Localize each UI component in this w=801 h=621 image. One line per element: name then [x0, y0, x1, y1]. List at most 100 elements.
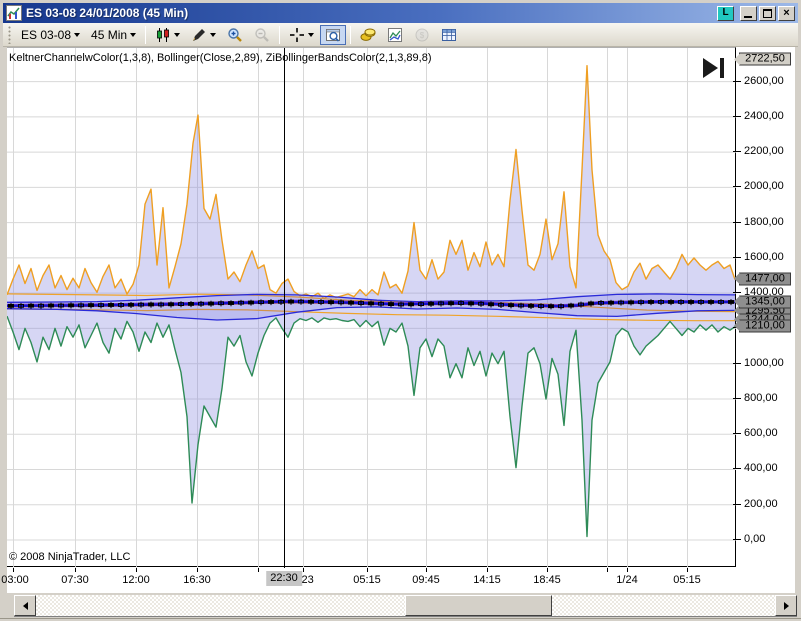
toolbar-separator [279, 26, 280, 44]
candle-body [649, 301, 654, 304]
horizontal-scrollbar[interactable] [14, 595, 797, 617]
price-marker-tag: 1477,00 [739, 272, 791, 285]
candle-body [89, 304, 94, 307]
candle-body [289, 300, 294, 303]
time-axis-tick [687, 568, 688, 572]
zi_bollinger_upper [7, 66, 735, 299]
candle-body [229, 302, 234, 305]
price-axis-label: 2600,00 [744, 75, 784, 87]
coin-disabled-button[interactable]: $ [409, 25, 435, 45]
price-axis-label: 1000,00 [744, 357, 784, 369]
time-axis-label: 12:00 [122, 574, 150, 586]
price-axis-label: 800,00 [744, 392, 778, 404]
price-axis-label: 2000,00 [744, 180, 784, 192]
price-marker-tag: 1210,00 [739, 319, 791, 332]
chart-plot[interactable]: KeltnerChannelwColor(1,3,8), Bollinger(C… [7, 47, 736, 567]
candle-body [109, 304, 114, 307]
interval-label: 45 Min [91, 28, 127, 42]
chevron-down-icon [130, 33, 136, 37]
chart-properties-button[interactable] [382, 25, 408, 45]
time-axis-tick [426, 568, 427, 572]
time-axis-tick [627, 568, 628, 572]
time-axis-label: 14:15 [473, 574, 501, 586]
chart-style-button[interactable] [150, 25, 185, 45]
candle-body [429, 302, 434, 305]
time-axis-label: 05:15 [353, 574, 381, 586]
candle-body [529, 304, 534, 307]
go-to-last-bar-button[interactable] [701, 56, 727, 80]
account-coins-button[interactable] [355, 25, 381, 45]
candlestick-style-icon [155, 27, 171, 43]
scrollbar-thumb[interactable] [405, 595, 552, 616]
chevron-down-icon [308, 33, 314, 37]
instrument-selector[interactable]: ES 03-08 [16, 25, 85, 45]
price-axis-tick [733, 468, 741, 469]
time-axis-label: 16:30 [183, 574, 211, 586]
zoom-in-button[interactable] [222, 25, 248, 45]
price-chart[interactable] [7, 48, 736, 568]
time-axis-tick [547, 568, 548, 572]
candle-body [449, 302, 454, 305]
chevron-down-icon [174, 33, 180, 37]
candle-body [169, 303, 174, 306]
time-axis-label: 18:45 [533, 574, 561, 586]
price-axis-label: 1600,00 [744, 251, 784, 263]
candle-body [469, 302, 474, 305]
candle-body [329, 301, 334, 304]
cursor-mode-button[interactable] [284, 25, 319, 45]
candle-body [569, 304, 574, 307]
candle-body [309, 300, 314, 303]
price-axis-tick [733, 257, 741, 258]
candle-body [729, 301, 734, 304]
data-grid-button[interactable] [436, 25, 462, 45]
price-axis-tick [733, 433, 741, 434]
instrument-link-button[interactable]: L [717, 6, 734, 21]
time-axis-label: 03:00 [1, 574, 29, 586]
price-axis-tick [733, 81, 741, 82]
candle-body [129, 303, 134, 306]
time-axis-tick [367, 568, 368, 572]
price-axis-tick [733, 539, 741, 540]
price-axis-tick [733, 398, 741, 399]
minimize-button[interactable] [740, 6, 757, 21]
coin-disabled-icon: $ [414, 27, 430, 43]
time-axis-tick [258, 568, 259, 572]
time-axis[interactable]: 03:0007:3012:0016:301/2305:1509:4514:151… [7, 568, 737, 593]
axis-corner [737, 568, 795, 593]
time-axis-label: 09:45 [412, 574, 440, 586]
price-axis-tick [733, 186, 741, 187]
time-axis-tick [303, 568, 304, 572]
zoom-region-button[interactable] [320, 25, 346, 45]
time-axis-tick [197, 568, 198, 572]
candle-body [189, 303, 194, 306]
arrow-left-icon [23, 602, 28, 610]
candle-body [489, 303, 494, 306]
time-axis-tick [487, 568, 488, 572]
candle-body [69, 304, 74, 307]
candle-body [249, 301, 254, 304]
title-bar[interactable]: ES 03-08 24/01/2008 (45 Min) L × [3, 3, 798, 23]
price-axis-label: 200,00 [744, 498, 778, 510]
price-axis-label: 0,00 [744, 533, 765, 545]
candle-body [669, 301, 674, 304]
close-button[interactable]: × [778, 6, 795, 21]
crosshair-icon [289, 27, 305, 43]
price-marker-tag: 1345,00 [739, 295, 791, 308]
price-axis-tick [733, 292, 741, 293]
scroll-right-button[interactable] [775, 595, 797, 616]
drawing-tools-button[interactable] [186, 25, 221, 45]
time-axis-label: 05:15 [673, 574, 701, 586]
candle-body [709, 301, 714, 304]
chart-window: ES 03-08 24/01/2008 (45 Min) L × ES 03-0… [0, 0, 801, 621]
chart-window-icon [6, 5, 22, 21]
interval-selector[interactable]: 45 Min [86, 25, 141, 45]
price-axis[interactable]: 2600,002400,002200,002000,001800,001600,… [737, 47, 795, 568]
candle-body [9, 304, 14, 307]
maximize-button[interactable] [759, 6, 776, 21]
zoom-out-button[interactable] [249, 25, 275, 45]
toolbar-grip[interactable] [8, 26, 12, 44]
zoom-in-icon [227, 27, 243, 43]
scroll-left-button[interactable] [14, 595, 36, 616]
chart-region: KeltnerChannelwColor(1,3,8), Bollinger(C… [7, 47, 795, 593]
maximize-icon [763, 9, 772, 18]
